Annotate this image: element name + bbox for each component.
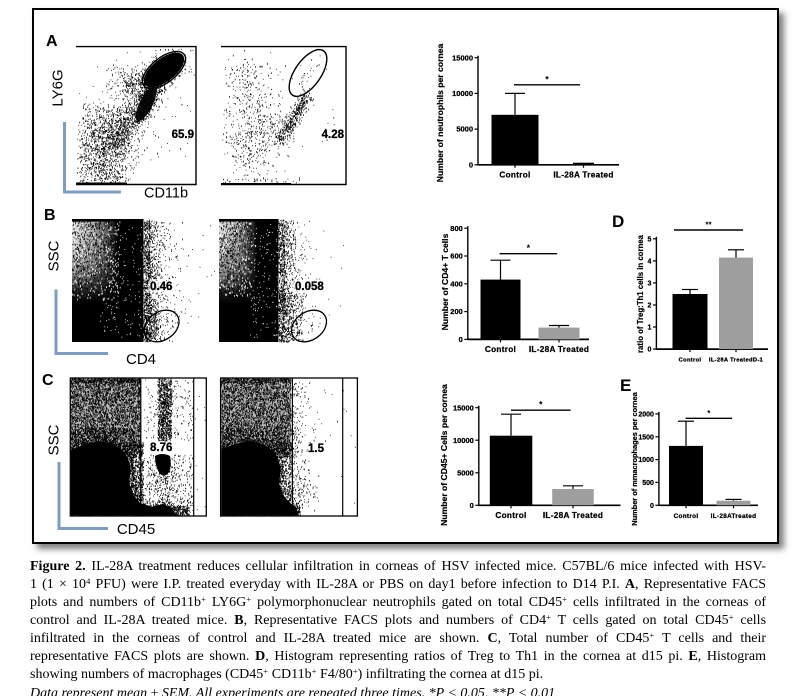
svg-text:Control: Control: [485, 345, 516, 354]
svg-text:CD11b: CD11b: [144, 186, 188, 202]
svg-text:2: 2: [647, 303, 651, 310]
svg-text:5000: 5000: [456, 125, 473, 134]
svg-text:800: 800: [450, 224, 463, 233]
svg-text:Control: Control: [499, 170, 530, 179]
svg-text:3: 3: [647, 281, 651, 288]
svg-text:0: 0: [650, 503, 654, 510]
svg-text:Number of mmacrophages per cor: Number of mmacrophages per cornea: [630, 391, 639, 525]
svg-text:ratio of Treg:Th1 cells in cor: ratio of Treg:Th1 cells in cornea: [636, 234, 645, 353]
svg-text:65.9: 65.9: [172, 129, 194, 141]
svg-text:E: E: [620, 376, 631, 395]
svg-text:0: 0: [469, 160, 473, 169]
svg-text:5000: 5000: [457, 468, 474, 477]
svg-text:0: 0: [470, 501, 474, 510]
svg-text:200: 200: [450, 307, 463, 316]
svg-text:*: *: [527, 243, 531, 253]
svg-text:Control: Control: [679, 358, 702, 364]
svg-text:A: A: [46, 33, 58, 50]
svg-text:LY6G: LY6G: [50, 69, 67, 106]
svg-text:15000: 15000: [453, 403, 474, 412]
svg-text:5: 5: [647, 236, 651, 243]
svg-text:1.5: 1.5: [308, 443, 325, 455]
svg-text:2000: 2000: [638, 412, 654, 419]
svg-text:600: 600: [450, 252, 463, 261]
svg-text:15000: 15000: [452, 53, 473, 62]
svg-text:*: *: [539, 400, 543, 410]
svg-text:CD4: CD4: [126, 351, 156, 368]
svg-text:SSC: SSC: [46, 240, 63, 271]
svg-text:IL-28A TreatedD-1: IL-28A TreatedD-1: [709, 358, 764, 364]
svg-text:B: B: [44, 207, 56, 224]
svg-text:CD45: CD45: [117, 521, 155, 538]
svg-text:500: 500: [642, 480, 654, 487]
svg-text:0.058: 0.058: [295, 281, 324, 293]
svg-text:1500: 1500: [638, 434, 654, 441]
svg-text:*: *: [707, 409, 711, 418]
svg-text:4.28: 4.28: [322, 129, 345, 141]
svg-text:10000: 10000: [453, 436, 474, 445]
svg-text:1000: 1000: [638, 457, 654, 464]
svg-text:IL-28ATreated: IL-28ATreated: [711, 513, 757, 520]
svg-text:0: 0: [459, 335, 463, 344]
svg-text:**: **: [705, 221, 712, 230]
svg-text:1: 1: [647, 325, 651, 332]
svg-text:400: 400: [450, 279, 463, 288]
svg-text:IL-28A Treated: IL-28A Treated: [553, 170, 613, 179]
svg-text:Number of CD45+ Cells per cor: Number of CD45+ Cells per cornea: [439, 384, 449, 526]
svg-text:Number of neutrophils per corn: Number of neutrophils per cornea: [435, 44, 445, 183]
svg-text:8.76: 8.76: [150, 442, 172, 454]
svg-text:IL-28A Treated: IL-28A Treated: [543, 511, 603, 520]
svg-text:Control: Control: [495, 511, 526, 520]
svg-text:D: D: [612, 212, 624, 231]
svg-text:IL-28A Treated: IL-28A Treated: [529, 345, 589, 354]
svg-text:0.46: 0.46: [150, 281, 172, 293]
svg-text:0: 0: [647, 347, 651, 354]
svg-text:SSC: SSC: [46, 424, 63, 455]
svg-text:4: 4: [647, 259, 651, 266]
svg-text:10000: 10000: [452, 89, 473, 98]
svg-text:Control: Control: [674, 513, 699, 520]
svg-text:Number of CD4+ T cells: Number of CD4+ T cells: [440, 233, 450, 330]
svg-text:*: *: [545, 74, 549, 84]
svg-text:C: C: [42, 372, 54, 389]
